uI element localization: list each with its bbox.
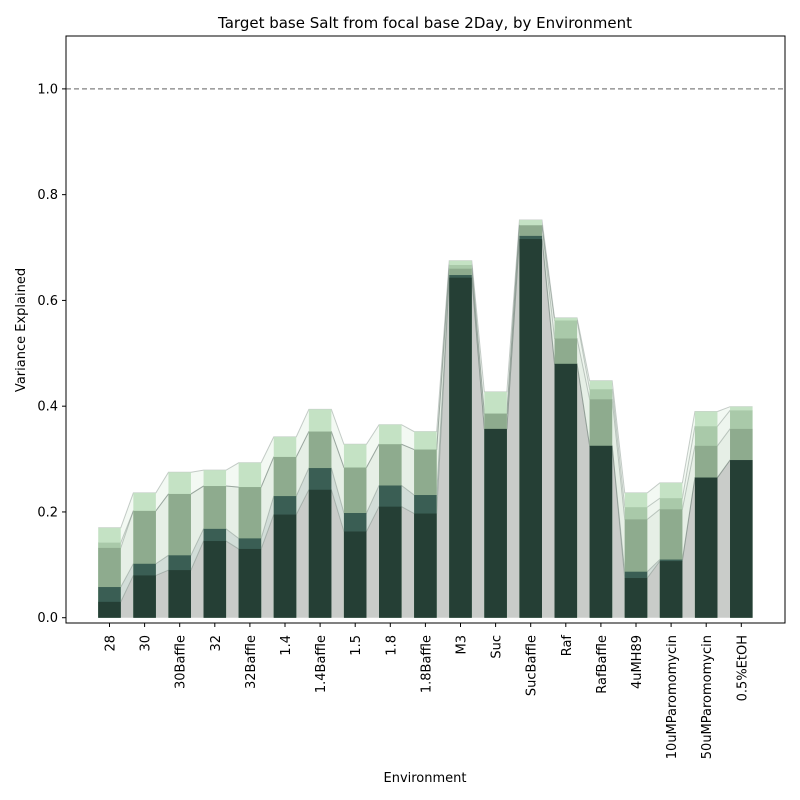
bar [519,239,542,618]
bar [554,363,578,618]
bar [238,548,262,618]
bar [449,277,472,618]
chart-title: Target base Salt from focal base 2Day, b… [217,14,632,32]
bar [98,601,121,618]
bar [343,531,367,618]
bar [694,477,718,618]
bar [273,514,297,618]
y-tick-label: 0.8 [37,188,58,203]
x-tick-label: 30 [139,635,154,652]
y-tick-label: 1.0 [37,82,58,97]
x-tick-label: 1.4 [279,635,294,656]
x-tick-label: 0.5%EtOH [735,635,750,701]
y-tick-label: 0.2 [37,505,58,520]
x-tick-label: 1.5 [349,635,364,656]
x-tick-label: Raf [560,635,575,657]
y-tick-label: 0.4 [37,400,58,415]
bar [308,489,332,618]
bar [379,506,402,618]
band-4 [98,220,753,543]
band-1 [98,235,753,602]
bar [659,561,683,618]
bar [624,578,648,618]
plot-area: 0.0 0.2 0.4 0.6 0.8 1.0 28 30 30Baffle 32 32Baffle… [37,35,786,759]
x-axis-label: Environment [383,771,466,786]
band-2 [98,225,753,588]
x-tick-label: 10uMParomomycin [665,635,680,759]
x-tick-label: 32Baffle [244,635,259,689]
x-tick-label: M3 [455,635,470,655]
x-tick-label: 50uMParomomycin [700,635,715,759]
bar [589,445,613,618]
y-tick-label: 0.6 [37,294,58,309]
x-tick-label: 32 [209,635,224,652]
x-tick-label: 30Baffle [174,635,189,689]
bar [414,513,437,618]
bar [730,460,753,618]
x-tick-label: 1.8Baffle [419,635,434,693]
x-tick-label: SucBaffle [525,635,540,696]
bar [133,575,156,618]
x-tick-label: Suc [490,635,505,659]
y-axis-label: Variance Explained [14,268,29,392]
bar [168,570,191,618]
y-tick-label: 0.0 [37,611,58,626]
x-tick-label: 1.8 [384,635,399,656]
x-tick-label: RafBaffle [595,635,610,694]
base-area [98,239,753,618]
x-tick-label: 4uMH89 [630,635,645,689]
x-tick-label: 28 [104,635,119,652]
bar [203,541,227,618]
x-tick-label: 1.4Baffle [314,635,329,693]
bar [484,428,507,618]
